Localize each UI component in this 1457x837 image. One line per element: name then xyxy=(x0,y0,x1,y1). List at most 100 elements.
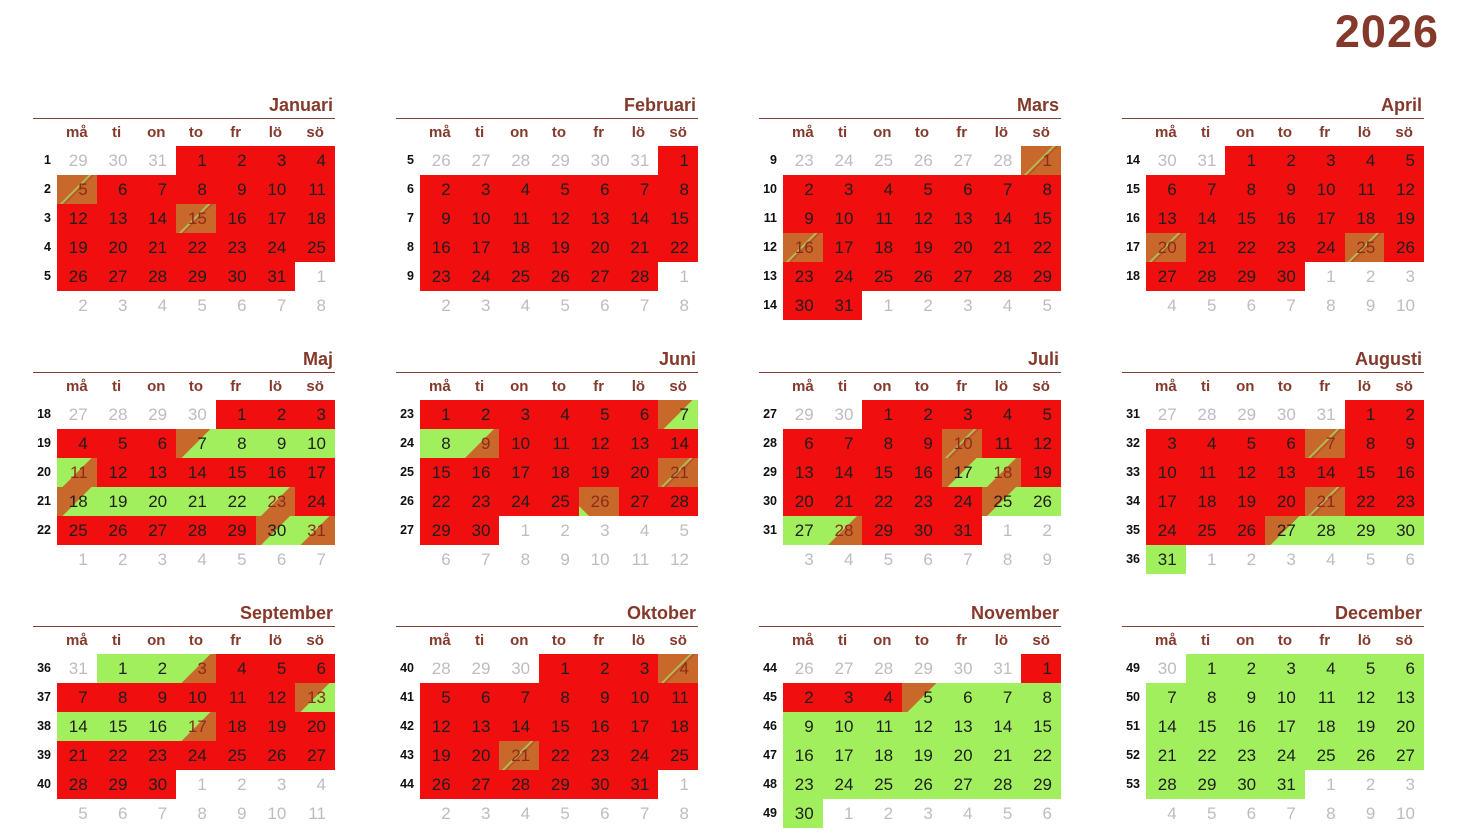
month-grid: må ti on to fr lö sö 40 28 29 30 1 2 3 4 41 5 6 7 8 9 10 11 42 1… xyxy=(396,627,698,828)
day-cell: 15 xyxy=(96,712,137,741)
day-cell: 30 xyxy=(822,400,863,429)
day-cell: 17 xyxy=(941,458,982,487)
day-cell: 3 xyxy=(255,770,296,799)
day-cell: 28 xyxy=(499,770,540,799)
week-number: 11 xyxy=(763,211,777,225)
day-cell: 7 xyxy=(1265,799,1305,828)
week-number xyxy=(1122,291,1146,320)
weekday-label: fr xyxy=(956,378,968,395)
weekday-label: må xyxy=(429,124,451,141)
month-divider xyxy=(759,118,1061,119)
day-cell: 7 xyxy=(57,683,97,712)
day-cell: 30 xyxy=(1265,262,1305,291)
day-cell: 27 xyxy=(578,262,619,291)
day-cell: 3 xyxy=(902,799,942,828)
day-cell: 23 xyxy=(1225,741,1266,770)
day-cell: 27 xyxy=(459,770,500,799)
day-cell: 29 xyxy=(96,770,137,799)
weekday-label: sö xyxy=(1032,124,1050,141)
day-cell: 11 xyxy=(981,429,1022,458)
day-cell: 7 xyxy=(618,799,659,828)
weekday-label: sö xyxy=(669,378,687,395)
week-number: 31 xyxy=(1126,407,1140,421)
day-cell: 1 xyxy=(96,654,137,683)
weekday-label: sö xyxy=(669,632,687,649)
day-cell: 10 xyxy=(1146,458,1186,487)
day-cell: 21 xyxy=(1146,741,1186,770)
day-cell: 30 xyxy=(96,146,137,175)
day-cell: 29 xyxy=(215,516,256,545)
day-cell: 5 xyxy=(981,799,1022,828)
day-cell: 22 xyxy=(1021,741,1061,770)
day-cell: 1 xyxy=(658,262,698,291)
day-cell: 5 xyxy=(1021,400,1061,429)
day-cell: 16 xyxy=(420,233,460,262)
day-cell: 27 xyxy=(783,516,823,545)
day-cell: 9 xyxy=(1021,545,1061,574)
day-cell: 27 xyxy=(295,741,335,770)
month-januari: Januari må ti on to fr lö sö 1 29 30 31 1 2 3 4 2 5 6 7 8 9 10… xyxy=(33,93,335,320)
weekday-label: on xyxy=(510,378,529,395)
day-cell: 16 xyxy=(1225,712,1266,741)
weekday-label: on xyxy=(873,632,892,649)
day-cell: 2 xyxy=(783,175,823,204)
week-number xyxy=(759,545,783,574)
month-grid: må ti on to fr lö sö 36 31 1 2 3 4 5 6 37 7 8 9 10 11 12 13 38 1… xyxy=(33,627,335,828)
day-cell: 6 xyxy=(578,799,619,828)
weekday-label: ti xyxy=(474,378,485,395)
day-cell: 8 xyxy=(658,291,698,320)
weekday-header-corner xyxy=(759,119,783,146)
week-number: 15 xyxy=(1126,182,1140,196)
weekday-label: sö xyxy=(306,124,324,141)
weekday-label: to xyxy=(188,632,204,649)
day-cell: 6 xyxy=(96,799,137,828)
day-cell: 18 xyxy=(1344,204,1385,233)
day-cell: 6 xyxy=(783,429,823,458)
day-cell: 20 xyxy=(1384,712,1424,741)
weekday-label: on xyxy=(1236,124,1255,141)
day-cell: 1 xyxy=(1021,146,1061,175)
day-cell: 9 xyxy=(783,712,823,741)
day-cell: 10 xyxy=(1304,175,1345,204)
day-cell: 29 xyxy=(783,400,823,429)
day-cell: 8 xyxy=(295,291,335,320)
weekday-label: to xyxy=(551,124,567,141)
day-cell: 25 xyxy=(57,516,97,545)
day-cell: 2 xyxy=(902,400,942,429)
month-grid: må ti on to fr lö sö 44 26 27 28 29 30 31 1 45 2 3 4 5 6 7 8 46… xyxy=(759,627,1061,828)
day-cell: 29 xyxy=(136,400,177,429)
day-cell: 2 xyxy=(1225,545,1266,574)
day-cell: 7 xyxy=(822,429,863,458)
day-cell: 30 xyxy=(215,262,256,291)
day-cell: 4 xyxy=(981,291,1022,320)
day-cell: 11 xyxy=(1185,458,1226,487)
weekday-label: ti xyxy=(1200,632,1211,649)
day-cell: 29 xyxy=(1225,400,1266,429)
day-cell: 26 xyxy=(783,654,823,683)
day-cell: 3 xyxy=(1146,429,1186,458)
day-cell: 4 xyxy=(499,799,540,828)
day-cell: 28 xyxy=(57,770,97,799)
day-cell: 23 xyxy=(783,146,823,175)
day-cell: 5 xyxy=(1344,545,1385,574)
day-cell: 7 xyxy=(1185,175,1226,204)
day-cell: 6 xyxy=(1146,175,1186,204)
week-number: 36 xyxy=(1126,552,1140,566)
weekday-label: sö xyxy=(669,124,687,141)
day-cell: 2 xyxy=(215,770,256,799)
month-title: Maj xyxy=(302,349,333,369)
day-cell: 23 xyxy=(459,487,500,516)
week-number: 42 xyxy=(400,719,414,733)
weekday-label: må xyxy=(792,378,814,395)
day-cell: 3 xyxy=(941,291,982,320)
day-cell: 2 xyxy=(1344,262,1385,291)
day-cell: 18 xyxy=(658,712,698,741)
month-title: April xyxy=(1380,95,1422,115)
day-cell: 27 xyxy=(1146,262,1186,291)
day-cell: 8 xyxy=(981,545,1022,574)
day-cell: 11 xyxy=(658,683,698,712)
day-cell: 26 xyxy=(57,262,97,291)
day-cell: 18 xyxy=(215,712,256,741)
day-cell: 20 xyxy=(96,233,137,262)
day-cell: 31 xyxy=(981,654,1022,683)
